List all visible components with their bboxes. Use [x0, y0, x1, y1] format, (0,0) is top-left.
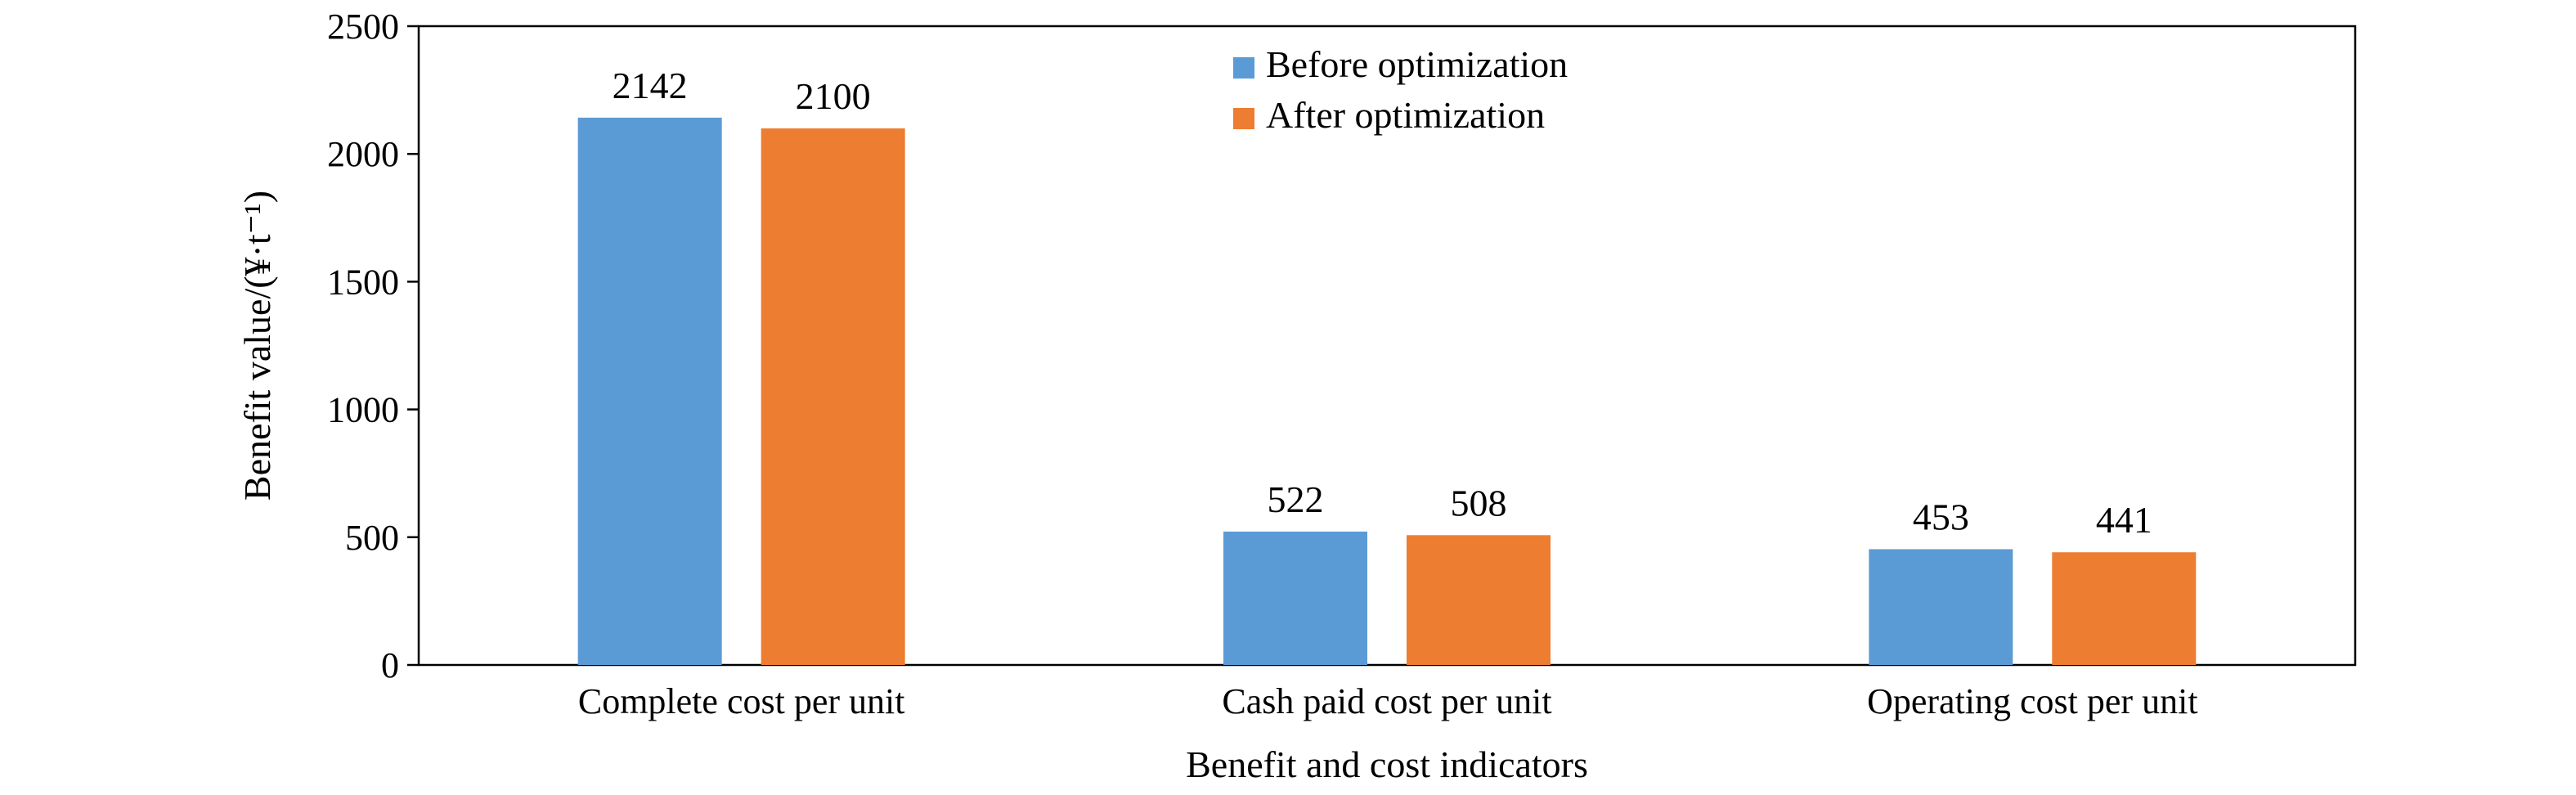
legend-swatch-before [1233, 57, 1254, 79]
y-tick-label: 2000 [327, 134, 399, 174]
bar-before-3 [1869, 549, 2013, 665]
bar-after-1 [761, 128, 905, 665]
y-tick-label: 1500 [327, 262, 399, 302]
data-labels-group: 2142 2100 522 508 453 441 [613, 65, 2152, 541]
data-label: 508 [1451, 482, 1507, 523]
data-label: 2100 [796, 75, 871, 117]
data-label: 522 [1268, 478, 1324, 520]
y-tick-label: 0 [381, 645, 399, 685]
x-category-label: Complete cost per unit [578, 681, 905, 721]
data-label: 441 [2096, 499, 2152, 541]
y-tick-label: 2500 [327, 7, 399, 47]
legend-label-before: Before optimization [1266, 43, 1568, 85]
legend-label-after: After optimization [1266, 94, 1545, 136]
bar-after-2 [1407, 535, 1551, 665]
x-axis-title: Benefit and cost indicators [1186, 743, 1588, 785]
data-label: 453 [1913, 496, 1969, 537]
y-tick-label: 500 [345, 518, 399, 558]
legend-swatch-after [1233, 108, 1254, 129]
plot-area-frame [417, 25, 2357, 667]
x-category-label: Operating cost per unit [1867, 681, 2197, 721]
y-tick-label: 1000 [327, 390, 399, 430]
y-axis-title: Benefit value/(¥·t⁻¹) [236, 191, 278, 501]
bars-group [577, 117, 2197, 665]
bar-before-2 [1223, 531, 1367, 665]
y-axis-ticks: 0 500 1000 1500 2000 2500 [327, 7, 419, 685]
bar-before-1 [577, 117, 722, 665]
bar-after-3 [2052, 552, 2197, 665]
data-label: 2142 [613, 65, 688, 106]
legend: Before optimization After optimization [1233, 43, 1568, 136]
x-category-label: Cash paid cost per unit [1222, 681, 1551, 721]
x-axis-category-labels: Complete cost per unit Cash paid cost per… [578, 681, 2198, 721]
